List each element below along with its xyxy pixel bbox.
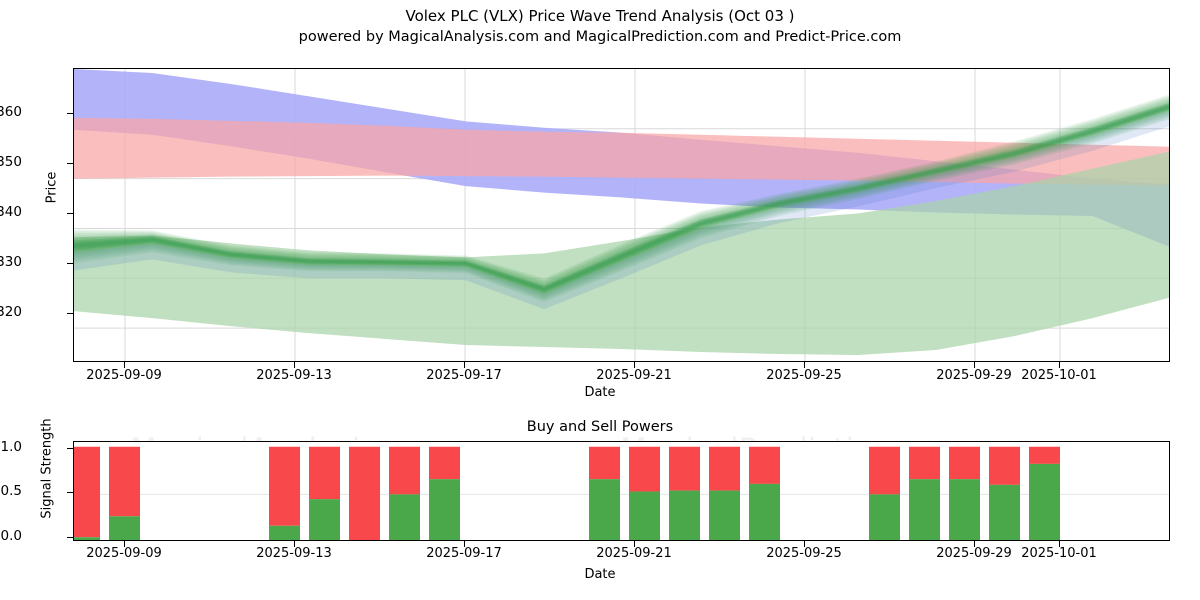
signal-x-tick-label: 2025-09-29 xyxy=(936,546,1012,561)
signal-y-tick-mark xyxy=(67,448,73,449)
signal-x-tick-label: 2025-09-17 xyxy=(426,546,502,561)
signal-y-tick-label: 1.0 xyxy=(0,439,22,455)
signal-x-tick-label: 2025-09-13 xyxy=(256,546,332,561)
price-y-tick-label: 330 xyxy=(0,254,22,270)
signal-x-tick-mark xyxy=(804,541,805,547)
sell-power-bar[interactable] xyxy=(709,446,740,491)
price-x-tick-label: 2025-09-17 xyxy=(426,368,502,383)
sell-power-bar[interactable] xyxy=(669,446,700,491)
buy-power-bar[interactable] xyxy=(269,525,300,541)
sell-power-bar[interactable] xyxy=(949,446,980,480)
buy-sell-bars-svg xyxy=(74,446,1169,541)
sell-power-bar[interactable] xyxy=(749,446,780,484)
buy-power-bar[interactable] xyxy=(309,499,340,541)
price-x-tick-mark xyxy=(464,362,465,368)
signal-x-tick-mark xyxy=(974,541,975,547)
sell-power-bar[interactable] xyxy=(429,446,460,480)
signal-chart-plot-area xyxy=(73,441,1170,541)
price-y-tick-label: 320 xyxy=(0,304,22,320)
price-x-tick-label: 2025-09-21 xyxy=(596,368,672,383)
signal-x-axis-label: Date xyxy=(584,567,616,582)
signal-x-tick-label: 2025-09-21 xyxy=(596,546,672,561)
buy-power-bar[interactable] xyxy=(869,494,900,541)
buy-power-bar[interactable] xyxy=(74,537,100,541)
signal-x-tick-label: 2025-09-25 xyxy=(766,546,842,561)
price-x-tick-mark xyxy=(294,362,295,368)
price-x-tick-mark xyxy=(634,362,635,368)
price-y-tick-mark xyxy=(67,113,73,114)
signal-x-tick-mark xyxy=(294,541,295,547)
sell-power-bar[interactable] xyxy=(869,446,900,495)
signal-y-tick-mark xyxy=(67,537,73,538)
signal-x-tick-label: 2025-09-09 xyxy=(86,546,162,561)
signal-x-tick-mark xyxy=(634,541,635,547)
sell-power-bar[interactable] xyxy=(309,446,340,500)
price-y-tick-label: 360 xyxy=(0,104,22,120)
buy-power-bar[interactable] xyxy=(669,490,700,541)
buy-power-bar[interactable] xyxy=(589,479,620,541)
signal-x-tick-mark xyxy=(124,541,125,547)
signal-y-axis-label: Signal Strength xyxy=(39,418,55,519)
price-chart-plot-area xyxy=(73,68,1170,362)
signal-y-tick-label: 0.0 xyxy=(0,528,22,544)
signal-x-tick-mark xyxy=(464,541,465,547)
price-y-tick-mark xyxy=(67,313,73,314)
price-y-tick-mark xyxy=(67,163,73,164)
sell-power-bar[interactable] xyxy=(269,446,300,526)
signal-y-tick-label: 0.5 xyxy=(0,483,22,499)
sell-power-bar[interactable] xyxy=(74,446,100,538)
page-subtitle: powered by MagicalAnalysis.com and Magic… xyxy=(298,29,902,45)
sell-power-bar[interactable] xyxy=(989,446,1020,485)
buy-power-bar[interactable] xyxy=(749,483,780,541)
price-y-tick-label: 350 xyxy=(0,154,22,170)
page-title: Volex PLC (VLX) Price Wave Trend Analysi… xyxy=(405,7,795,25)
buy-power-bar[interactable] xyxy=(1029,463,1060,541)
price-x-tick-mark xyxy=(804,362,805,368)
price-x-tick-label: 2025-09-09 xyxy=(86,368,162,383)
signal-chart-title: Buy and Sell Powers xyxy=(526,419,674,435)
price-x-tick-label: 2025-10-01 xyxy=(1021,368,1097,383)
price-y-tick-label: 340 xyxy=(0,204,22,220)
buy-power-bar[interactable] xyxy=(629,491,660,541)
price-x-tick-label: 2025-09-29 xyxy=(936,368,1012,383)
signal-x-tick-mark xyxy=(1059,541,1060,547)
signal-x-tick-label: 2025-10-01 xyxy=(1021,546,1097,561)
sell-power-bar[interactable] xyxy=(909,446,940,480)
sell-power-bar[interactable] xyxy=(1029,446,1060,464)
buy-power-bar[interactable] xyxy=(909,479,940,541)
chart-title-block: Volex PLC (VLX) Price Wave Trend Analysi… xyxy=(0,6,1200,48)
signal-y-tick-mark xyxy=(67,492,73,493)
price-x-tick-label: 2025-09-25 xyxy=(766,368,842,383)
sell-power-bar[interactable] xyxy=(109,446,140,517)
price-x-tick-mark xyxy=(974,362,975,368)
price-wave-svg xyxy=(74,69,1169,361)
price-x-axis-label: Date xyxy=(584,385,616,400)
sell-power-bar[interactable] xyxy=(629,446,660,492)
buy-power-bar[interactable] xyxy=(709,490,740,541)
buy-power-bar[interactable] xyxy=(949,479,980,541)
price-x-tick-label: 2025-09-13 xyxy=(256,368,332,383)
price-x-tick-mark xyxy=(1059,362,1060,368)
price-x-tick-mark xyxy=(124,362,125,368)
price-y-axis-label: Price xyxy=(44,171,60,204)
sell-power-bar[interactable] xyxy=(349,446,380,541)
sell-power-bar[interactable] xyxy=(589,446,620,480)
buy-power-bar[interactable] xyxy=(109,516,140,541)
buy-power-bar[interactable] xyxy=(389,494,420,541)
buy-power-bar[interactable] xyxy=(989,484,1020,541)
price-y-tick-mark xyxy=(67,213,73,214)
price-y-tick-mark xyxy=(67,263,73,264)
sell-power-bar[interactable] xyxy=(389,446,420,495)
buy-power-bar[interactable] xyxy=(429,479,460,541)
